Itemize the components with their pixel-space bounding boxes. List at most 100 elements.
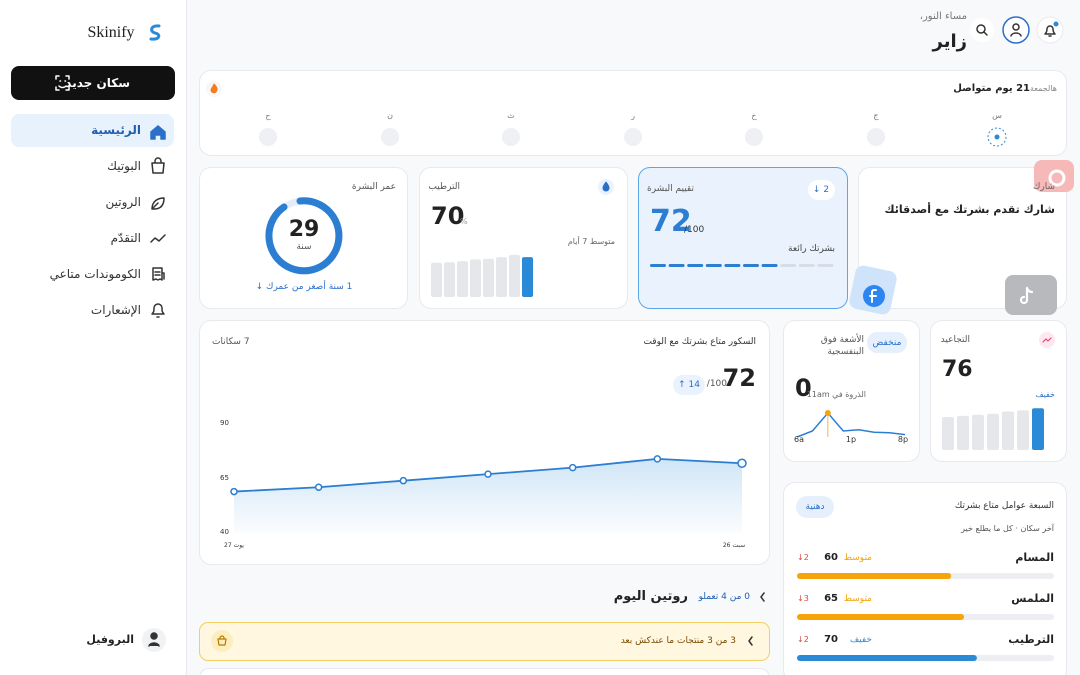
routine-alert-text[interactable]: 3 من 3 منتجات ما عندكش بعد [620,635,736,646]
skin-type: دهنية [805,501,825,512]
nav-item[interactable]: التقدّم [110,230,141,245]
instagram-ring [1048,169,1066,187]
skin-age-unit: سنة [296,241,312,252]
y-tick-label: 90 [220,419,229,428]
factors-title: السبعة عوامل متاع بشرتك [954,500,1054,511]
day-label: ح [265,111,271,121]
day-circle [745,128,763,146]
factor-bar [797,655,977,661]
rating-change: ↓ 2 [812,184,830,195]
hydration-bar [509,254,520,297]
score-max: /100 [706,378,727,389]
bag-icon [217,635,227,646]
hydration-bar [522,257,533,297]
search-icon[interactable] [976,24,988,36]
tiktok-note [1019,286,1034,305]
nav-icon[interactable] [152,267,165,281]
uv-value: 0 [795,374,812,403]
fire-icon [210,83,218,94]
alert-chevron[interactable] [748,636,753,646]
nav-item[interactable]: البوتيك [107,158,141,173]
nav-item[interactable]: الإشعارات [90,302,141,317]
sidebar [0,0,187,675]
hydration-bar [444,262,455,297]
nav-icon[interactable] [151,303,165,318]
factor-level: متوسط [843,552,872,563]
uv-x-label: 1p [845,435,857,445]
rating-segment [817,264,834,267]
rating-segment [650,264,666,267]
score-point [653,455,662,463]
day-label: ن [387,111,393,121]
wrinkles-bar [1002,411,1014,450]
day-label: خ [751,111,757,121]
day-label: ر [631,111,635,121]
bell-dot [1053,21,1059,27]
rating-max: /100 [684,224,705,235]
skin-age-note: 1 سنة أصغر من عمرك ↓ [255,281,353,292]
wrinkles-bar [987,413,999,450]
rating-badge [808,180,835,200]
day-circle [867,128,885,146]
wrinkles-bar [957,415,969,450]
nav-item[interactable]: الكوموندات متاعي [49,266,141,281]
rating-segment [798,264,815,267]
new-scan-button[interactable] [11,66,175,100]
y-tick-label: 40 [220,528,229,537]
day-dot [994,134,1000,140]
score-point [484,470,492,478]
factor-value: 60 [824,552,838,563]
nav-item[interactable]: الرئيسية [91,122,141,137]
profile-avatar[interactable] [142,628,166,652]
profile-link[interactable]: البروفيل [86,633,134,647]
score-point [737,458,747,468]
search-button[interactable] [970,18,994,42]
nav-active-bg[interactable] [11,114,174,147]
wrinkles-bar [1032,408,1044,450]
wrinkles-bar [942,417,954,450]
account-icon[interactable] [1010,23,1022,37]
nav-icon[interactable] [150,234,166,243]
rating-segment [743,264,759,267]
rating-segment [668,264,685,267]
instagram-tile [1034,160,1074,192]
routine-chevron[interactable] [760,592,765,602]
day-label: ث [507,111,515,121]
nav-icon[interactable] [151,157,165,174]
facebook-f [869,289,877,303]
uv-level: منخفض [872,337,902,348]
uv-badge [867,332,907,353]
rating-segment [761,264,778,267]
score-chart-scans: 7 سكانات [212,336,250,347]
profile-icon[interactable] [148,632,160,647]
routine-alert[interactable] [199,622,770,661]
nav-icon[interactable] [151,197,165,210]
skin-type-badge [796,496,834,518]
notifications-button[interactable] [1036,16,1064,44]
factors-subtitle: آخر سكان · كل ما يطلع خير [961,524,1054,534]
nav-icon[interactable] [150,125,166,140]
age-ring [265,197,343,275]
rating-segment [780,264,797,267]
alert-bag-bg [211,630,233,652]
factor-bar [797,573,952,579]
day-label: ج [873,111,879,121]
day-circle [381,128,399,146]
factor-value: 70 [824,634,838,645]
day-circle [502,128,520,146]
new-scan-label[interactable]: سكان جديد [65,75,130,90]
uv-peak: الذروة في 11am [806,390,866,400]
factor-change: ↓2 [797,635,809,645]
scan-icon[interactable] [55,75,70,91]
rating-segment [724,264,741,267]
tiktok-tile [1005,275,1057,315]
skin-age-title: عمر البشرة [351,181,396,192]
nav-item[interactable]: الروتين [105,194,141,209]
user-name: زاير [932,31,968,53]
bell-icon[interactable] [1044,25,1056,37]
day-label: س [992,111,1002,121]
factor-level: متوسط [843,593,872,604]
routine-progress[interactable]: 0 من 4 تعملو [698,591,750,602]
